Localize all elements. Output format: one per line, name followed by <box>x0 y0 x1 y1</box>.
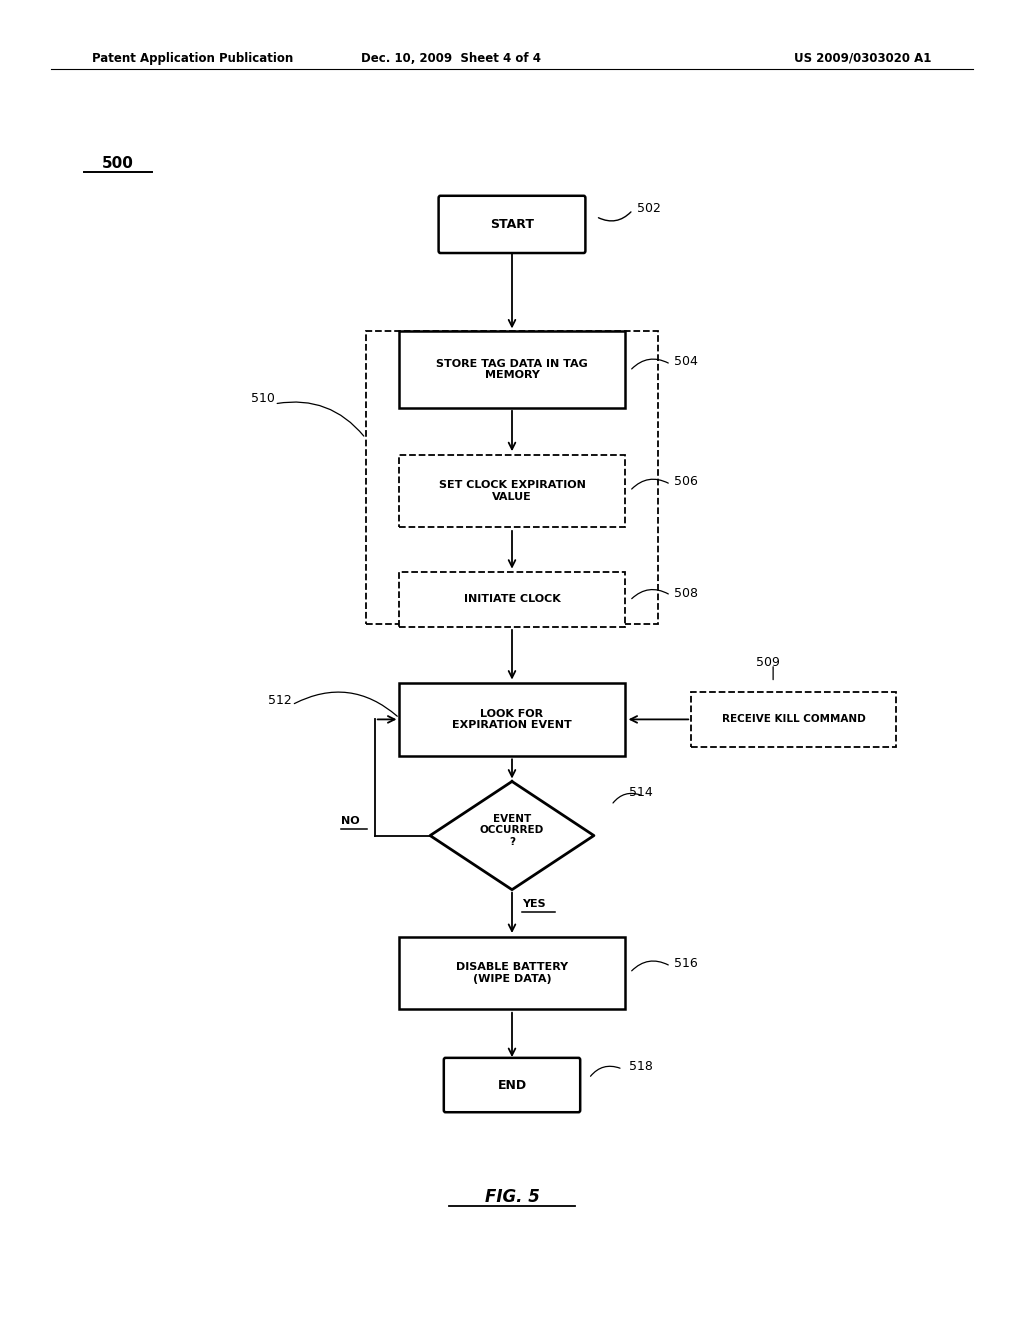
FancyBboxPatch shape <box>443 1057 581 1113</box>
Bar <box>399 937 625 1008</box>
Bar <box>399 572 625 627</box>
Bar <box>691 692 896 747</box>
Text: START: START <box>490 218 534 231</box>
Text: EVENT
OCCURRED
?: EVENT OCCURRED ? <box>480 813 544 847</box>
Text: FIG. 5: FIG. 5 <box>484 1188 540 1206</box>
Text: 506: 506 <box>674 475 697 488</box>
Text: LOOK FOR
EXPIRATION EVENT: LOOK FOR EXPIRATION EVENT <box>453 709 571 730</box>
Text: 518: 518 <box>629 1060 652 1073</box>
Text: US 2009/0303020 A1: US 2009/0303020 A1 <box>795 51 932 65</box>
Text: SET CLOCK EXPIRATION
VALUE: SET CLOCK EXPIRATION VALUE <box>438 480 586 502</box>
Text: 516: 516 <box>674 957 697 970</box>
Text: DISABLE BATTERY
(WIPE DATA): DISABLE BATTERY (WIPE DATA) <box>456 962 568 983</box>
Text: 514: 514 <box>629 785 652 799</box>
Text: 510: 510 <box>251 392 274 405</box>
Text: 512: 512 <box>268 694 292 708</box>
FancyBboxPatch shape <box>438 195 586 253</box>
Bar <box>367 331 658 624</box>
Text: Patent Application Publication: Patent Application Publication <box>92 51 294 65</box>
Bar <box>399 684 625 755</box>
Text: Dec. 10, 2009  Sheet 4 of 4: Dec. 10, 2009 Sheet 4 of 4 <box>360 51 541 65</box>
Bar <box>399 331 625 408</box>
Bar <box>399 454 625 527</box>
Text: YES: YES <box>522 899 546 909</box>
Text: 504: 504 <box>674 355 697 368</box>
Text: 508: 508 <box>674 587 697 601</box>
Text: 500: 500 <box>101 156 134 172</box>
Text: INITIATE CLOCK: INITIATE CLOCK <box>464 594 560 605</box>
Text: NO: NO <box>341 816 359 826</box>
Polygon shape <box>430 781 594 890</box>
Text: STORE TAG DATA IN TAG
MEMORY: STORE TAG DATA IN TAG MEMORY <box>436 359 588 380</box>
Text: 509: 509 <box>756 656 779 669</box>
Text: 502: 502 <box>637 202 660 215</box>
Text: RECEIVE KILL COMMAND: RECEIVE KILL COMMAND <box>722 714 865 725</box>
Text: END: END <box>498 1078 526 1092</box>
